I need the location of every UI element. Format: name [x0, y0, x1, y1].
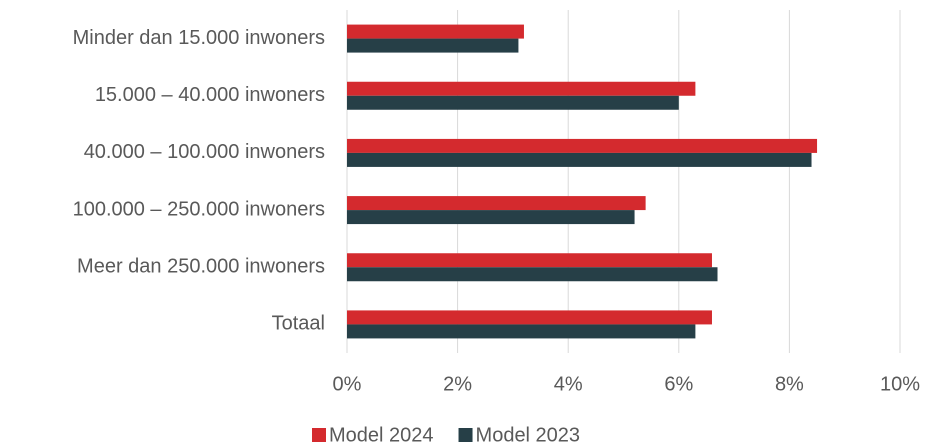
bar: [347, 38, 519, 53]
bar: [347, 310, 712, 325]
x-tick-label: 2%: [443, 373, 472, 395]
bar: [347, 152, 812, 167]
bar: [347, 81, 696, 96]
legend-swatch: [312, 428, 326, 442]
y-tick-label: 40.000 – 100.000 inwoners: [84, 141, 325, 163]
y-tick-label: Totaal: [272, 313, 325, 335]
bar: [347, 196, 646, 211]
y-tick-label: 15.000 – 40.000 inwoners: [95, 84, 325, 106]
x-tick-label: 0%: [333, 373, 362, 395]
legend-swatch: [458, 428, 473, 442]
y-tick-label: Meer dan 250.000 inwoners: [77, 256, 325, 278]
bar: [347, 267, 718, 282]
bar: [347, 138, 818, 153]
bar: [347, 210, 635, 225]
bar: [347, 324, 696, 339]
bar: [347, 95, 679, 110]
bar: [347, 24, 524, 39]
x-tick-label: 10%: [880, 373, 920, 395]
legend-label: Model 2024: [329, 424, 434, 446]
x-tick-label: 4%: [554, 373, 583, 395]
x-tick-label: 8%: [775, 373, 804, 395]
legend-label: Model 2023: [476, 424, 581, 446]
y-tick-label: Minder dan 15.000 inwoners: [73, 27, 325, 49]
bar: [347, 253, 712, 268]
x-tick-label: 6%: [664, 373, 693, 395]
y-tick-label: 100.000 – 250.000 inwoners: [73, 198, 325, 220]
